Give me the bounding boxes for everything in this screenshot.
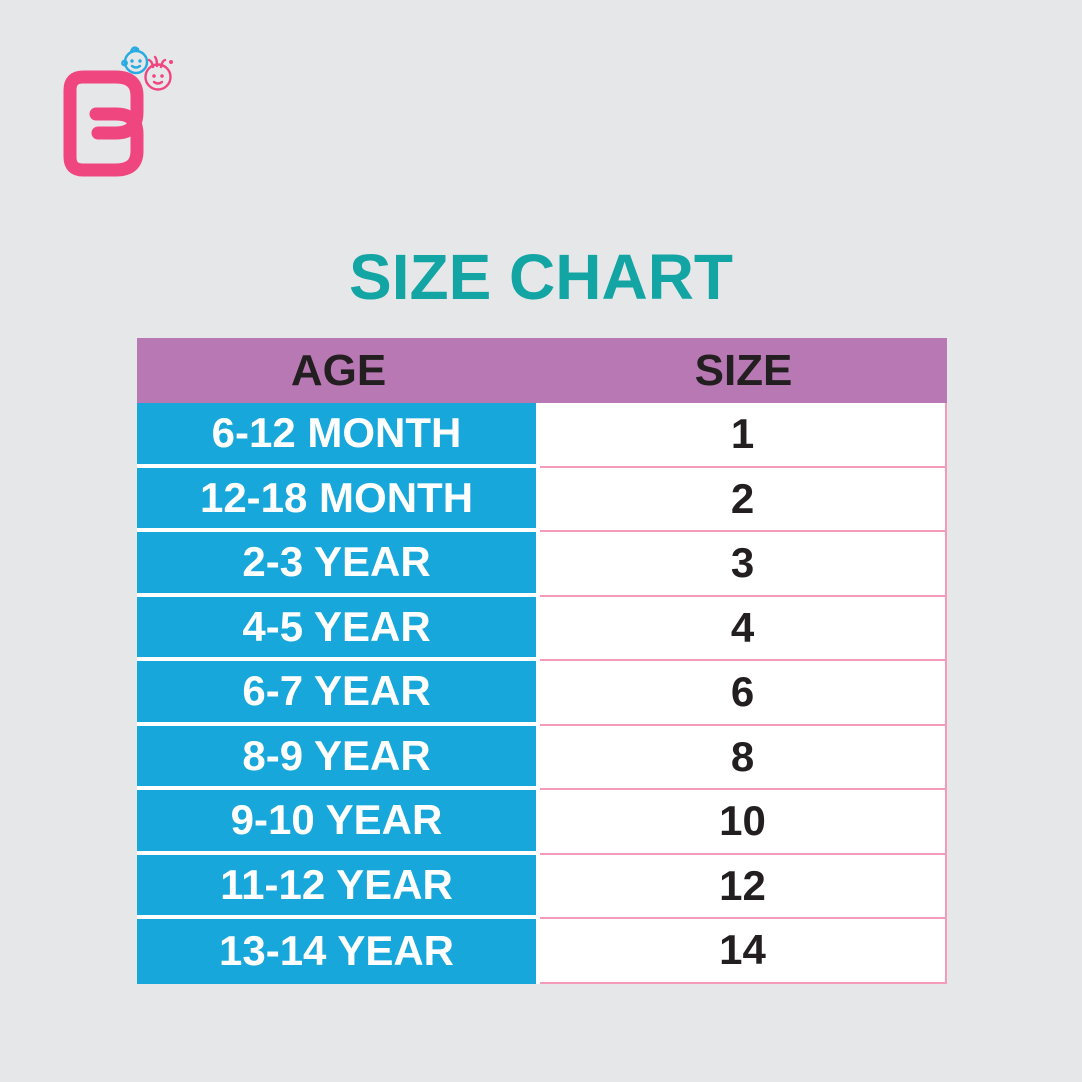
size-cell: 10	[540, 790, 947, 855]
age-cell: 12-18 MONTH	[137, 467, 540, 532]
age-cell: 2-3 YEAR	[137, 532, 540, 597]
age-cell: 11-12 YEAR	[137, 854, 540, 919]
size-cell: 8	[540, 725, 947, 790]
table-body: 6-12 MONTH 1 12-18 MONTH 2 2-3 YEAR 3 4-…	[137, 403, 947, 984]
table-row: 4-5 YEAR 4	[137, 596, 947, 661]
table-row: 2-3 YEAR 3	[137, 532, 947, 597]
age-cell: 9-10 YEAR	[137, 790, 540, 855]
size-cell: 3	[540, 532, 947, 597]
table-row: 13-14 YEAR 14	[137, 919, 947, 984]
size-cell: 6	[540, 661, 947, 726]
column-header-age: AGE	[290, 345, 387, 395]
baby-face-blue-icon	[121, 46, 149, 75]
age-cell: 6-12 MONTH	[137, 403, 540, 468]
table-row: 6-7 YEAR 6	[137, 661, 947, 726]
brand-logo	[63, 46, 173, 177]
table-row: 11-12 YEAR 12	[137, 854, 947, 919]
baby-face-pink-icon	[144, 55, 173, 91]
table-header-row: AGE SIZE	[137, 338, 947, 403]
age-cell: 8-9 YEAR	[137, 725, 540, 790]
age-cell: 6-7 YEAR	[137, 661, 540, 726]
age-cell: 13-14 YEAR	[137, 919, 540, 984]
page-title: SIZE CHART	[349, 241, 733, 313]
size-cell: 12	[540, 854, 947, 919]
size-cell: 2	[540, 467, 947, 532]
size-cell: 14	[540, 919, 947, 984]
logo-b-icon	[63, 70, 144, 177]
table-row: 8-9 YEAR 8	[137, 725, 947, 790]
age-cell: 4-5 YEAR	[137, 596, 540, 661]
logo-trademark-dot	[169, 60, 173, 64]
size-cell: 1	[540, 403, 947, 468]
table-row: 12-18 MONTH 2	[137, 467, 947, 532]
size-cell: 4	[540, 596, 947, 661]
column-header-size: SIZE	[694, 345, 793, 395]
size-chart-table: AGE SIZE 6-12 MONTH 1 12-18 MONTH 2 2-3 …	[137, 338, 947, 984]
table-row: 9-10 YEAR 10	[137, 790, 947, 855]
table-row: 6-12 MONTH 1	[137, 403, 947, 468]
